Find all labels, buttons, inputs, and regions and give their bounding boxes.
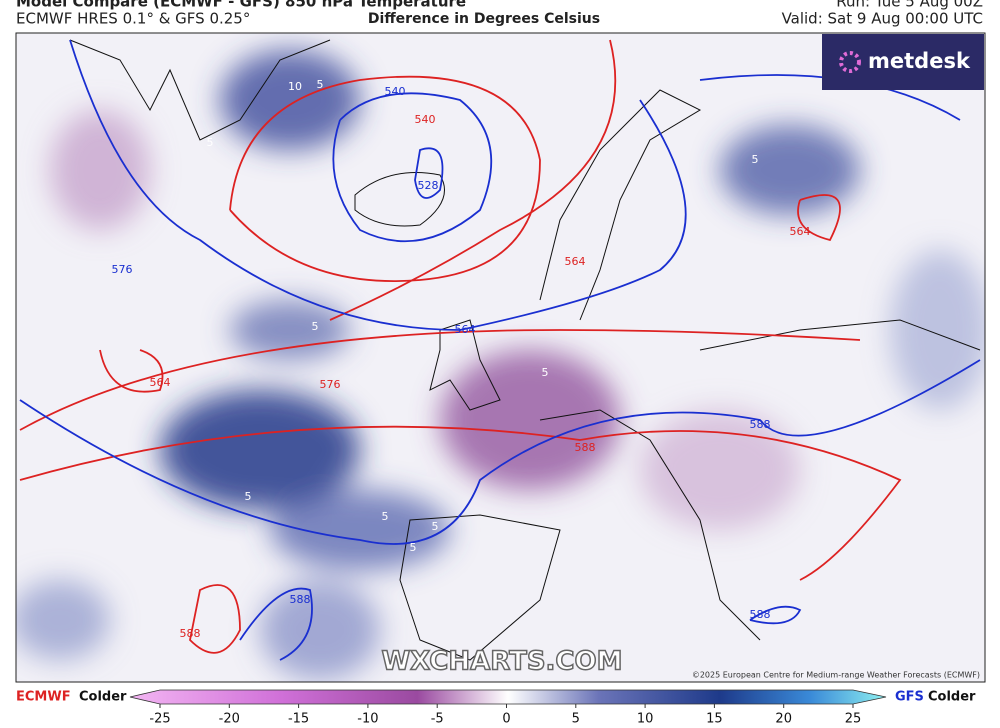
contour-label: 5 bbox=[410, 541, 417, 554]
colorbar-tick-label: 5 bbox=[572, 712, 580, 727]
contour-label: 5 bbox=[245, 490, 252, 503]
colorbar-tick-label: -25 bbox=[149, 712, 170, 727]
contour-label: 588 bbox=[180, 627, 201, 640]
contour-label: 588 bbox=[750, 418, 771, 431]
contour-label: 5 bbox=[432, 520, 439, 533]
contour-label: 588 bbox=[750, 608, 771, 621]
gfs-contours bbox=[19, 39, 981, 661]
contour-label: 5 bbox=[542, 366, 549, 379]
valid-label: Valid: Sat 9 Aug 00:00 UTC bbox=[782, 10, 983, 28]
contour-label: 5 bbox=[382, 510, 389, 523]
colorbar bbox=[129, 689, 887, 705]
contour-label: 540 bbox=[385, 85, 406, 98]
colorbar-tick-label: 10 bbox=[637, 712, 654, 727]
colorbar-tick-label: 15 bbox=[706, 712, 723, 727]
title: Model Compare (ECMWF - GFS) 850 hPa Temp… bbox=[16, 0, 466, 11]
contour-label: 5 bbox=[207, 136, 214, 149]
contour-label: 588 bbox=[575, 441, 596, 454]
contour-label: 576 bbox=[320, 378, 341, 391]
contour-label: 528 bbox=[418, 179, 439, 192]
contour-label: 588 bbox=[290, 593, 311, 606]
logo-icon bbox=[839, 51, 861, 73]
credit: ©2025 European Centre for Medium-range W… bbox=[692, 671, 980, 680]
colorbar-tick-label: -15 bbox=[288, 712, 309, 727]
contour-label: 564 bbox=[565, 255, 586, 268]
watermark: WXCHARTS.COM bbox=[381, 647, 622, 677]
logo-text: metdesk bbox=[868, 49, 971, 73]
colorbar-tick-label: -10 bbox=[357, 712, 378, 727]
contour-label: 5 bbox=[317, 78, 324, 91]
legend-left-model: ECMWF bbox=[16, 690, 71, 705]
run-label: Run: Tue 5 Aug 00Z bbox=[836, 0, 983, 11]
colorbar-tick-label: 0 bbox=[502, 712, 510, 727]
contour-label: 5 bbox=[312, 320, 319, 333]
legend: ECMWF Colder GFS Colder -25 -20 -15 -10 -5 0 5… bbox=[16, 690, 976, 727]
map-frame bbox=[15, 32, 986, 683]
contour-label: 564 bbox=[455, 323, 476, 336]
contour-label: 10 bbox=[288, 80, 302, 93]
contour-label: 564 bbox=[150, 376, 171, 389]
legend-left-suffix: Colder bbox=[79, 690, 127, 705]
colorbar-tick-label: 20 bbox=[775, 712, 792, 727]
colorbar-tick-label: 25 bbox=[845, 712, 862, 727]
subtitle: ECMWF HRES 0.1° & GFS 0.25° bbox=[16, 10, 250, 28]
legend-right-model: GFS bbox=[895, 690, 924, 705]
contour-label: 576 bbox=[112, 263, 133, 276]
colorbar-tick-label: -20 bbox=[219, 712, 240, 727]
contour-label: 564 bbox=[790, 225, 811, 238]
colorbar-tick-label: -5 bbox=[431, 712, 444, 727]
center-label: Difference in Degrees Celsius bbox=[368, 11, 600, 27]
map bbox=[16, 33, 985, 682]
legend-right-suffix: Colder bbox=[928, 690, 976, 705]
coastlines bbox=[69, 39, 981, 661]
contour-label: 5 bbox=[752, 153, 759, 166]
contour-label: 540 bbox=[415, 113, 436, 126]
logo-box bbox=[822, 34, 984, 90]
ecmwf-contours bbox=[19, 39, 902, 654]
